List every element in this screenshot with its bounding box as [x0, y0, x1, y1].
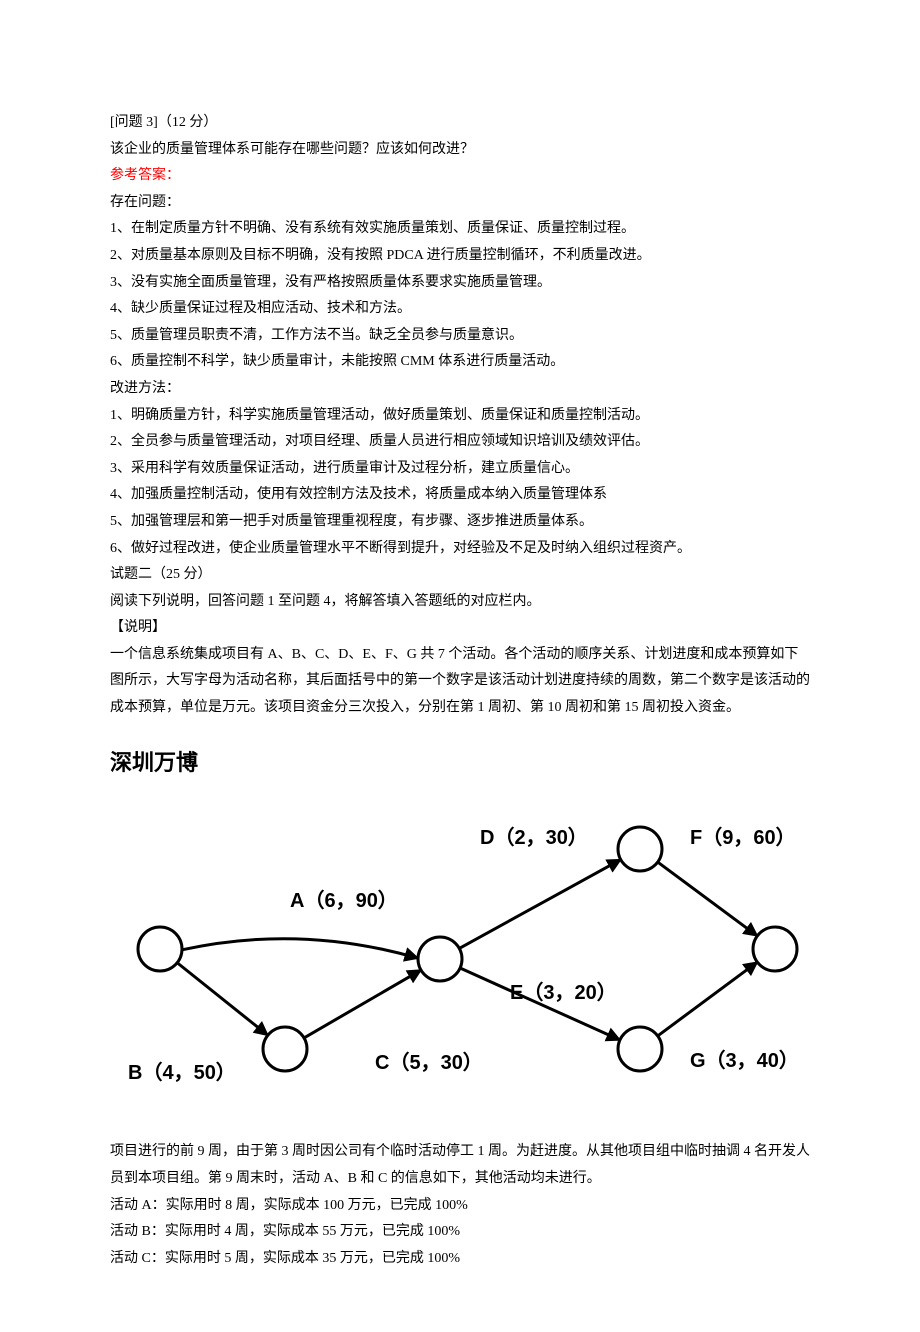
progress-item: 活动 A：实际用时 8 周，实际成本 100 万元，已完成 100%	[110, 1193, 810, 1220]
improve-item: 2、全员参与质量管理活动，对项目经理、质量人员进行相应领域知识培训及绩效评估。	[110, 429, 810, 456]
improve-item: 5、加强管理层和第一把手对质量管理重视程度，有步骤、逐步推进质量体系。	[110, 509, 810, 536]
improve-item: 3、采用科学有效质量保证活动，进行质量审计及过程分析，建立质量信心。	[110, 456, 810, 483]
problem-item: 3、没有实施全面质量管理，没有严格按照质量体系要求实施质量管理。	[110, 270, 810, 297]
problem-item: 1、在制定质量方针不明确、没有系统有效实施质量策划、质量保证、质量控制过程。	[110, 216, 810, 243]
diagram-title: 深圳万博	[110, 742, 810, 784]
improve-item: 1、明确质量方针，科学实施质量管理活动，做好质量策划、质量保证和质量控制活动。	[110, 403, 810, 430]
problem-item: 2、对质量基本原则及目标不明确，没有按照 PDCA 进行质量控制循环，不利质量改…	[110, 243, 810, 270]
improve-item: 6、做好过程改进，使企业质量管理水平不断得到提升，对经验及不足及时纳入组织过程资…	[110, 536, 810, 563]
question3-header: [问题 3]（12 分）	[110, 110, 810, 137]
svg-text:C（5，30）: C（5，30）	[375, 1051, 483, 1074]
description-body: 一个信息系统集成项目有 A、B、C、D、E、F、G 共 7 个活动。各个活动的顺…	[110, 642, 810, 722]
description-label: 【说明】	[110, 615, 810, 642]
question2-title: 试题二（25 分）	[110, 562, 810, 589]
problem-item: 6、质量控制不科学，缺少质量审计，未能按照 CMM 体系进行质量活动。	[110, 349, 810, 376]
problems-header: 存在问题：	[110, 190, 810, 217]
svg-text:B（4，50）: B（4，50）	[128, 1061, 236, 1084]
svg-text:D（2，30）: D（2，30）	[480, 826, 588, 849]
improve-header: 改进方法：	[110, 376, 810, 403]
svg-text:E（3，20）: E（3，20）	[510, 981, 617, 1004]
question2-intro: 阅读下列说明，回答问题 1 至问题 4，将解答填入答题纸的对应栏内。	[110, 589, 810, 616]
problem-item: 4、缺少质量保证过程及相应活动、技术和方法。	[110, 296, 810, 323]
svg-text:A（6，90）: A（6，90）	[290, 889, 398, 912]
reference-answer-label: 参考答案：	[110, 163, 810, 190]
svg-text:G（3，40）: G（3，40）	[690, 1049, 799, 1072]
progress-item: 活动 B：实际用时 4 周，实际成本 55 万元，已完成 100%	[110, 1219, 810, 1246]
network-diagram: 深圳万博 A（6，90） B（4，50） C（5，30） D（2，30） E（3，20）…	[110, 742, 810, 1110]
progress-intro: 项目进行的前 9 周，由于第 3 周时因公司有个临时活动停工 1 周。为赶进度。…	[110, 1139, 810, 1192]
problem-item: 5、质量管理员职责不清，工作方法不当。缺乏全员参与质量意识。	[110, 323, 810, 350]
network-svg: A（6，90） B（4，50） C（5，30） D（2，30） E（3，20） F（9，6…	[110, 789, 810, 1109]
question3-text: 该企业的质量管理体系可能存在哪些问题？应该如何改进？	[110, 137, 810, 164]
svg-text:F（9，60）: F（9，60）	[690, 826, 796, 849]
progress-item: 活动 C：实际用时 5 周，实际成本 35 万元，已完成 100%	[110, 1246, 810, 1273]
improve-item: 4、加强质量控制活动，使用有效控制方法及技术，将质量成本纳入质量管理体系	[110, 482, 810, 509]
